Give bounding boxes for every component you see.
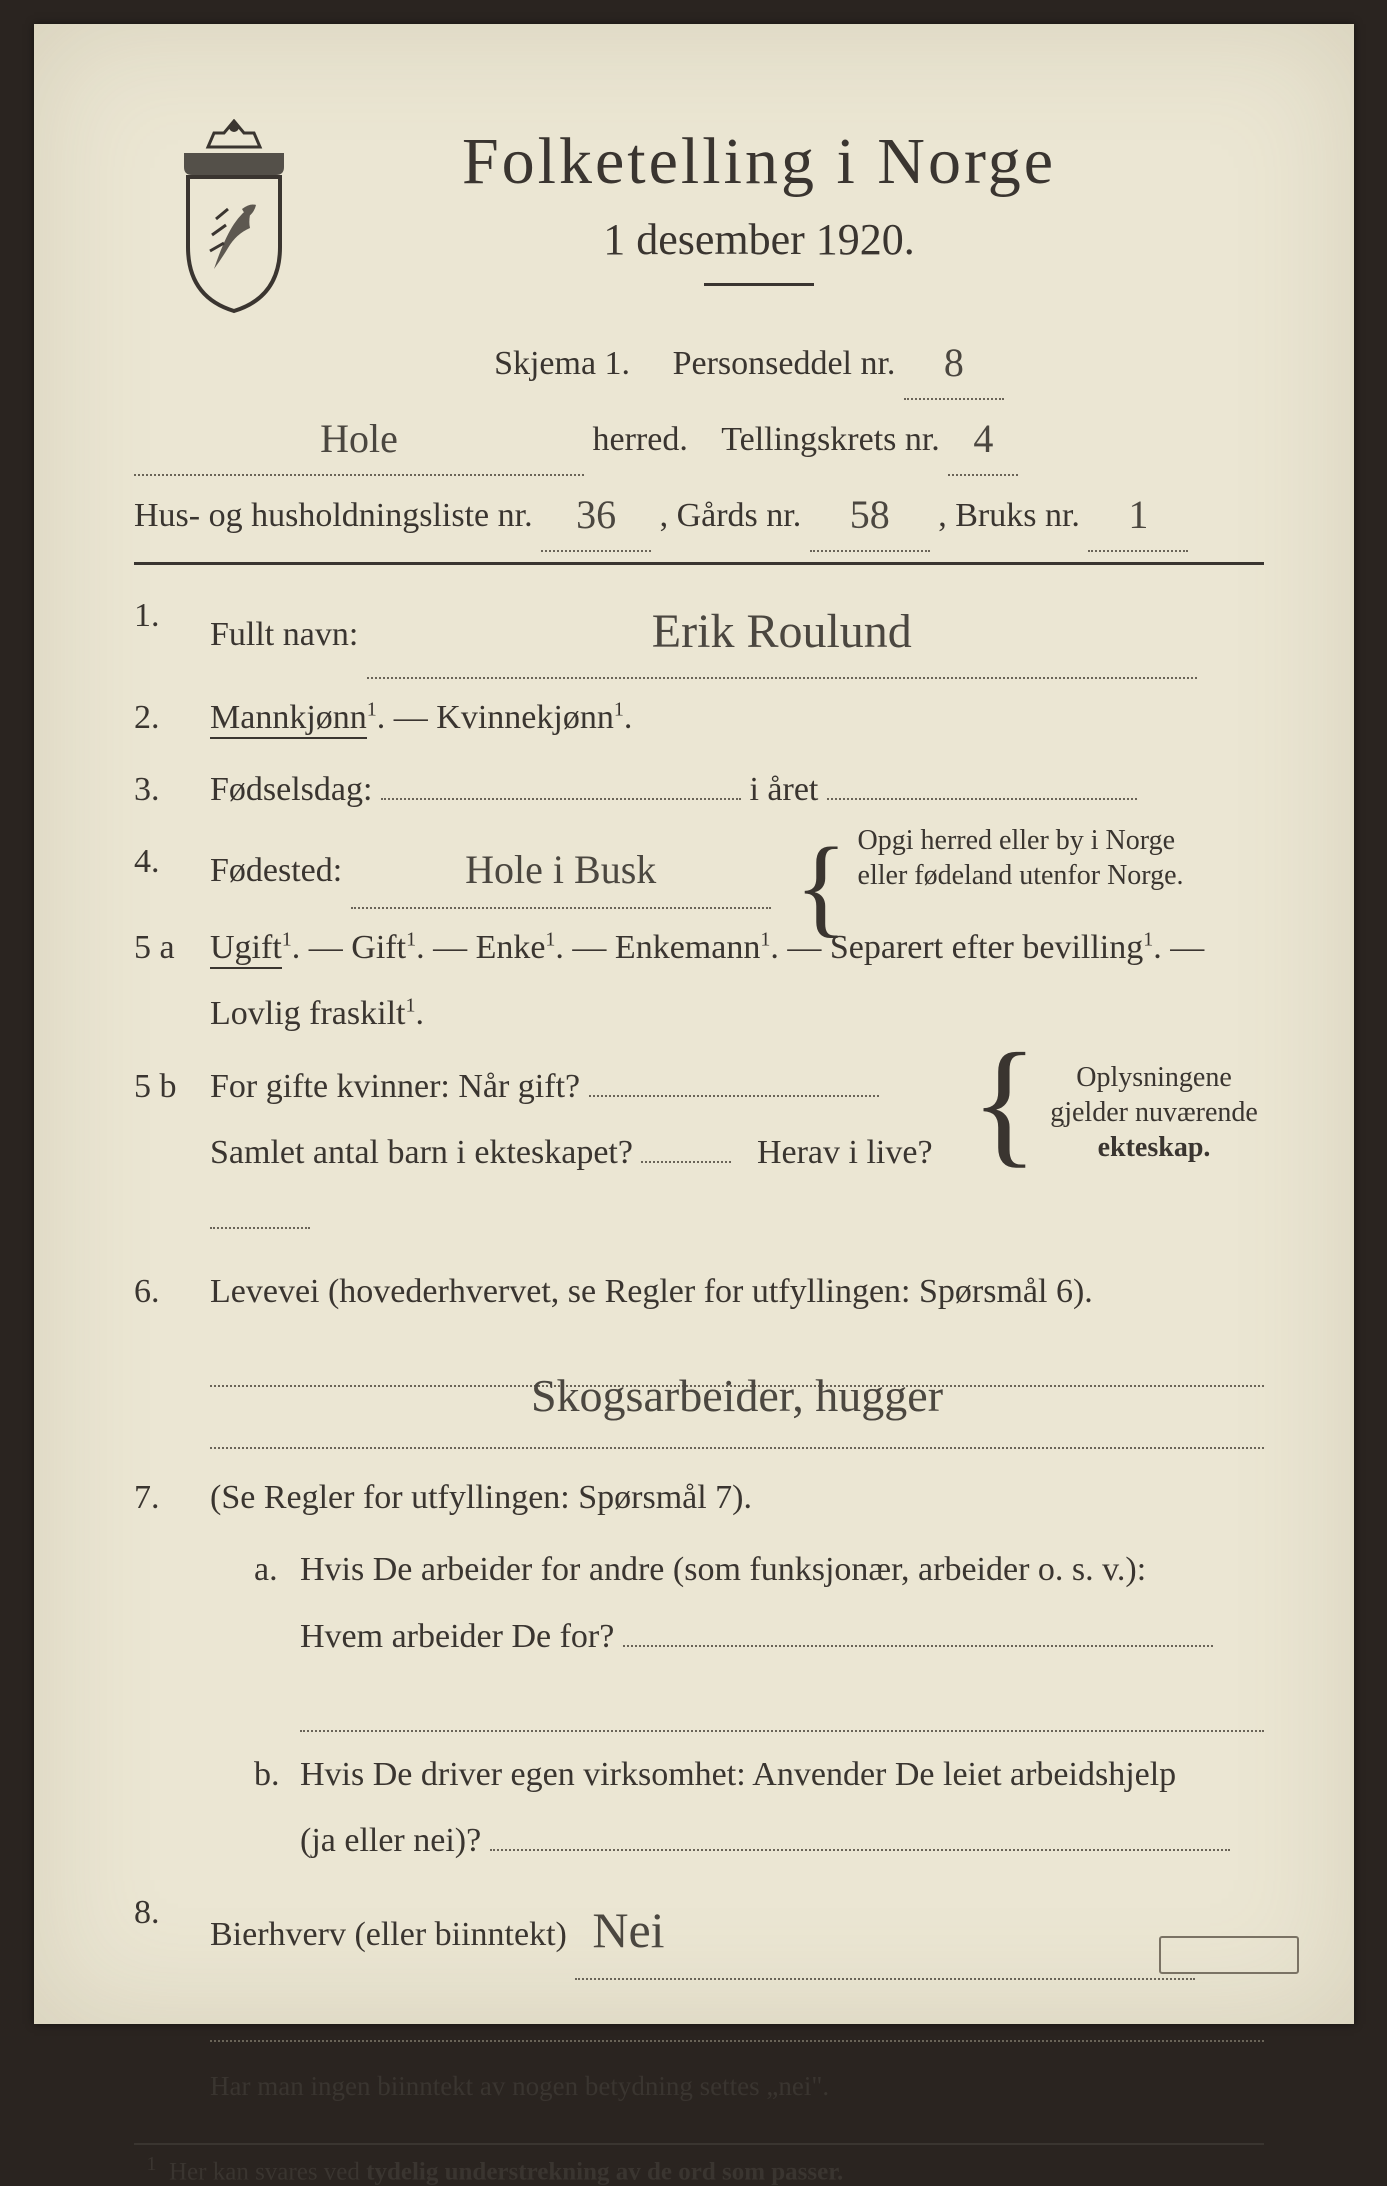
header: Folketelling i Norge 1 desember 1920. [134,124,1264,286]
q8-label: Bierhverv (eller biinntekt) [210,1916,567,1953]
q4-label: Fødested: [210,852,342,889]
q4-num: 4. [134,829,210,909]
bruks-label: , Bruks nr. [938,497,1080,534]
q3-num: 3. [134,757,210,823]
q6-value: Skogsarbeider, hugger [531,1370,943,1421]
q1-value: Erik Roulund [652,605,912,658]
personseddel-value: 8 [944,340,964,385]
herred-value: Hole [320,416,398,461]
q2-mann: Mannkjønn [210,699,367,739]
title-underline [704,283,814,286]
q7b-1: Hvis De driver egen virksomhet: Anvender… [300,1756,1176,1793]
q7a-2: Hvem arbeider De for? [300,1618,614,1655]
q4: 4. Fødested: Hole i Busk { Opgi herred e… [134,829,1264,909]
q5a-num: 5 a [134,915,210,1048]
q5b-l2: Samlet antal barn i ekteskapet? [210,1134,633,1171]
q7a-lbl: a. [254,1537,300,1732]
q2: 2. Mannkjønn1. — Kvinnekjønn1. [134,685,1264,751]
herred-label: herred. [593,421,688,458]
q4-note-1: Opgi herred eller by i Norge [858,823,1184,858]
q5b-note-1: Oplysningene [1044,1060,1264,1095]
q7a-1: Hvis De arbeider for andre (som funksjon… [300,1551,1146,1588]
q4-value: Hole i Busk [465,847,656,892]
printer-stamp [1159,1936,1299,1974]
q6-num: 6. [134,1259,210,1449]
q5a-lovlig: Lovlig fraskilt [210,995,405,1032]
q3: 3. Fødselsdag: i året [134,757,1264,823]
questions-block: 1. Fullt navn: Erik Roulund 2. Mannkjønn… [134,583,1264,2113]
q5a-enke: Enke [476,929,546,966]
q3-label: Fødselsdag: [210,771,372,808]
q5a-gift: Gift [351,929,406,966]
hh-value: 36 [576,492,616,537]
q7b-lbl: b. [254,1742,300,1875]
q4-note-2: eller fødeland utenfor Norge. [858,858,1184,893]
gards-value: 58 [850,492,890,537]
gards-label: , Gårds nr. [660,497,802,534]
q5b-l1: For gifte kvinner: Når gift? [210,1068,580,1105]
q7b-2: (ja eller nei)? [300,1822,481,1859]
q5a-sep: Separert efter bevilling [830,929,1143,966]
sup: 1 [367,698,377,720]
q8: 8. Bierhverv (eller biinntekt) Nei [134,1880,1264,2042]
q2-kvinne: Kvinnekjønn [436,699,614,736]
hh-label: Hus- og husholdningsliste nr. [134,497,533,534]
q1: 1. Fullt navn: Erik Roulund [134,583,1264,679]
tellingskrets-value: 4 [973,416,993,461]
q5b: 5 b For gifte kvinner: Når gift? Samlet … [134,1054,1264,1253]
q8-value: Nei [592,1902,664,1958]
q5b-note-3: ekteskap. [1044,1130,1264,1165]
personseddel-label: Personseddel nr. [673,345,896,382]
q8-num: 8. [134,1880,210,2042]
q6: 6. Levevei (hovederhvervet, se Regler fo… [134,1259,1264,1449]
bottom-note: Har man ingen biinntekt av nogen betydni… [210,2060,1264,2113]
q7-label: (Se Regler for utfyllingen: Spørsmål 7). [210,1479,752,1516]
q5b-num: 5 b [134,1054,210,1253]
q5a-enkemann: Enkemann [615,929,760,966]
q1-num: 1. [134,583,210,679]
footnote: 1 Her kan svares ved tydelig understrekn… [134,2153,1264,2186]
q5a: 5 a Ugift1. — Gift1. — Enke1. — Enkemann… [134,915,1264,1048]
q5b-note-2: gjelder nuværende [1044,1095,1264,1130]
q5a-ugift: Ugift [210,929,282,969]
skjema-label: Skjema 1. [494,345,630,382]
form-metadata: Skjema 1. Personseddel nr. 8 Hole herred… [134,324,1264,552]
q2-num: 2. [134,685,210,751]
q7b: b. Hvis De driver egen virksomhet: Anven… [254,1742,1264,1875]
q7a: a. Hvis De arbeider for andre (som funks… [254,1537,1264,1732]
q3-mid: i året [749,771,818,808]
divider-top [134,562,1264,565]
q1-label: Fullt navn: [210,616,358,653]
q7: 7. (Se Regler for utfyllingen: Spørsmål … [134,1465,1264,1874]
q6-label: Levevei (hovederhvervet, se Regler for u… [210,1273,1093,1310]
coat-of-arms-icon [164,119,304,314]
footnote-text: Her kan svares ved tydelig understreknin… [169,2158,843,2185]
bruks-value: 1 [1128,492,1148,537]
q7-num: 7. [134,1465,210,1874]
main-title: Folketelling i Norge [254,124,1264,200]
q5b-l3: Herav i live? [757,1134,933,1171]
footnote-rule [134,2143,1264,2145]
subtitle-date: 1 desember 1920. [254,214,1264,265]
document-page: Folketelling i Norge 1 desember 1920. Sk… [34,24,1354,2024]
tellingskrets-label: Tellingskrets nr. [721,421,940,458]
